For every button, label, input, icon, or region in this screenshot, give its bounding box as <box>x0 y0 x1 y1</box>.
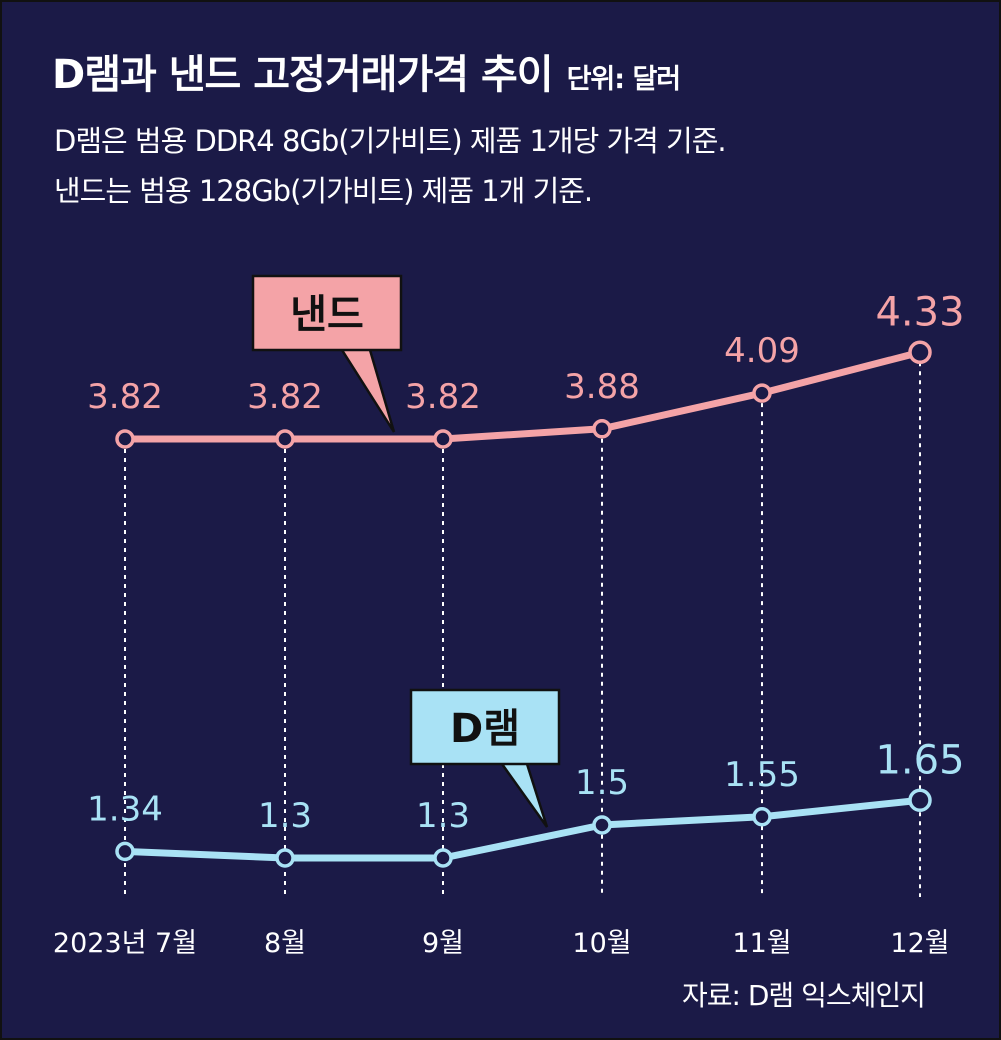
dram-value-label: 1.65 <box>875 737 964 783</box>
dram-series-line <box>121 796 924 862</box>
title-row: D램과 낸드 고정거래가격 추이 단위: 달러 <box>52 42 682 100</box>
x-tick-label: 9월 <box>422 928 464 959</box>
note-dram: D램은 범용 DDR4 8Gb(기가비트) 제품 1개당 가격 기준. <box>54 124 727 158</box>
dram-point <box>592 815 612 835</box>
nand-point <box>592 419 612 439</box>
nand-point <box>752 383 772 403</box>
nand-callout-label: 낸드 <box>290 292 364 338</box>
dram-value-label: 1.34 <box>87 789 163 829</box>
x-tick-label: 2023년 7월 <box>53 928 197 959</box>
dram-value-label: 1.3 <box>258 796 312 836</box>
dram-point <box>433 848 453 868</box>
nand-legend-callout: 낸드 <box>251 274 403 433</box>
x-tick-label: 11월 <box>732 928 791 959</box>
unit-label: 단위: 달러 <box>566 64 682 95</box>
dram-point <box>115 841 135 862</box>
nand-value-label: 3.88 <box>564 367 640 407</box>
nand-point <box>275 429 295 449</box>
nand-value-label: 4.09 <box>724 331 800 371</box>
dram-callout-label: D램 <box>450 706 520 752</box>
nand-value-label: 4.33 <box>875 289 964 335</box>
x-tick-label: 8월 <box>264 928 306 959</box>
dram-value-label: 1.55 <box>724 755 800 795</box>
note-nand: 낸드는 범용 128Gb(기가비트) 제품 1개 기준. <box>54 174 593 208</box>
source-note: 자료: D램 익스체인지 <box>682 979 926 1012</box>
nand-callout-box <box>251 274 403 433</box>
x-tick-label: 12월 <box>890 928 949 959</box>
dram-callout-box <box>409 688 561 828</box>
dram-value-label: 1.5 <box>575 763 629 803</box>
dram-point <box>752 807 772 827</box>
nand-series-line <box>121 348 924 443</box>
x-tick-label: 10월 <box>572 928 631 959</box>
nand-point <box>433 429 453 449</box>
nand-value-label: 3.82 <box>87 377 163 417</box>
nand-value-label: 3.82 <box>247 377 323 417</box>
nand-point <box>908 340 932 365</box>
nand-value-label: 3.82 <box>405 377 481 417</box>
dram-point <box>908 788 932 812</box>
chart-title: D램과 낸드 고정거래가격 추이 <box>52 52 554 98</box>
dram-legend-callout: D램 <box>409 688 561 828</box>
dram-value-label: 1.3 <box>416 796 470 836</box>
nand-point <box>115 429 135 449</box>
dram-point <box>275 848 295 868</box>
